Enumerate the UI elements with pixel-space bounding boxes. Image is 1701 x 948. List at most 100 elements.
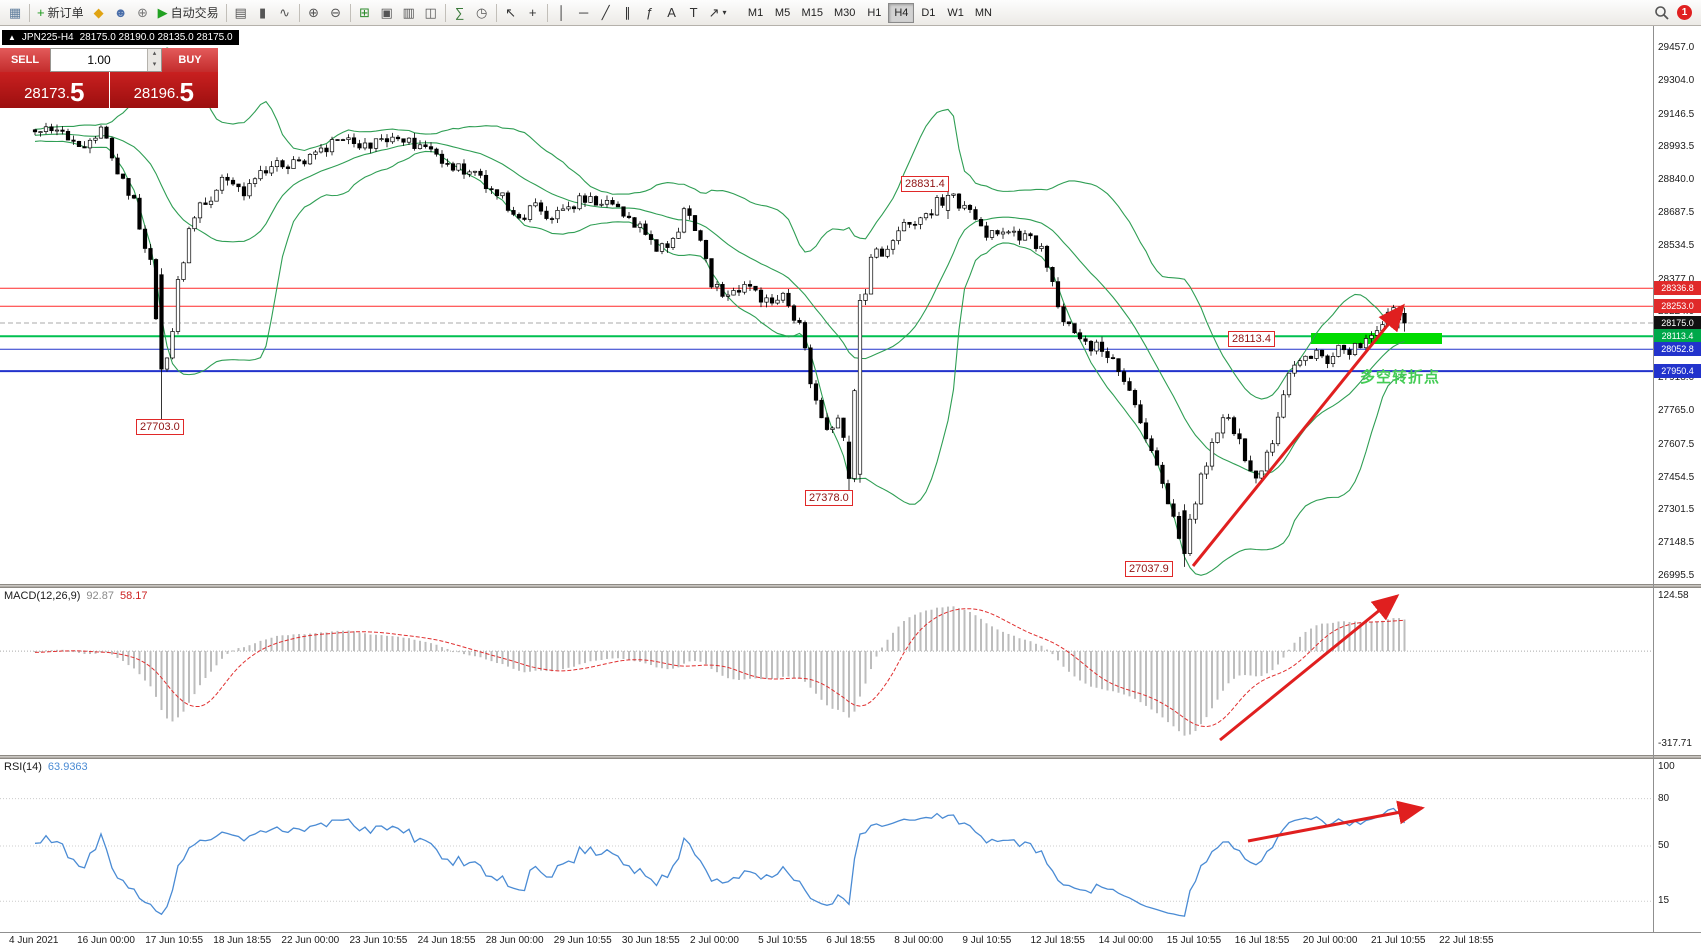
price-callout[interactable]: 27703.0 [136, 419, 184, 435]
price-callout[interactable]: 28831.4 [901, 176, 949, 192]
buy-price-button[interactable]: 28196. 5 [109, 72, 218, 108]
time-axis-label: 20 Jul 00:00 [1302, 935, 1358, 946]
chart-window-button[interactable]: ▦ [4, 2, 26, 24]
profiles-button[interactable]: ▥ [398, 2, 420, 24]
toolbar-icons: ▦ + 新订单 ◆ ☻ ⊕ ▶ 自动交易 ▤ ▮ ∿ ⊕ ⊖ ⊞ ▣ ▥ ◫ ∑ ◷ ↖ + │ ─ ╱ ∥ ƒ A T ↗ ▾ [4, 2, 731, 24]
new-chart-button[interactable]: ▣ [376, 2, 398, 24]
price-axis-label: 28377.0 [1658, 273, 1695, 285]
trade-panel-prices: 28173. 5 28196. 5 [0, 72, 218, 108]
price-callout[interactable]: 27037.9 [1125, 561, 1173, 577]
time-axis[interactable]: 4 Jun 2021 16 Jun 00:00 17 Jun 10:55 18 Jun… [0, 932, 1701, 948]
candles-series [32, 122, 1407, 567]
price-axis-label: 28534.5 [1658, 239, 1695, 251]
volume-down-button[interactable]: ▾ [147, 60, 161, 71]
search-button[interactable] [1654, 5, 1670, 21]
rsi-title-label: RSI(14) [4, 761, 42, 773]
price-callout[interactable]: 27378.0 [805, 490, 853, 506]
macd-panel-canvas[interactable] [0, 588, 1653, 755]
time-axis-label: 16 Jun 00:00 [77, 935, 135, 946]
community-button[interactable]: ⊕ [132, 2, 154, 24]
tf-m15-button[interactable]: M15 [801, 6, 823, 19]
accounts-button[interactable]: ☻ [110, 2, 132, 24]
bar-chart-button[interactable]: ▤ [230, 2, 252, 24]
horizontal-line-icon: ─ [579, 5, 589, 20]
tf-h4-button[interactable]: H4 [888, 2, 915, 23]
price-axis-tag: 28052.8 [1654, 342, 1701, 357]
zoom-out-icon: ⊖ [330, 5, 342, 20]
auto-trading-button[interactable]: ▶ 自动交易 [154, 2, 223, 24]
tf-h1-button[interactable]: H1 [867, 6, 882, 19]
buy-button[interactable]: BUY [162, 48, 218, 72]
tf-m30-button[interactable]: M30 [833, 6, 856, 19]
volume-up-button[interactable]: ▴ [147, 49, 161, 60]
sell-price-int: 28173. [24, 85, 70, 102]
vertical-line-button[interactable]: │ [551, 2, 573, 24]
collapse-triangle-icon[interactable]: ▲ [8, 33, 16, 42]
price-axis-label: 29304.0 [1658, 74, 1695, 86]
tf-d1-button[interactable]: D1 [921, 6, 936, 19]
time-axis-label: 22 Jun 00:00 [281, 935, 340, 946]
panel-separator[interactable] [0, 755, 1701, 759]
time-axis-label: 21 Jul 10:55 [1371, 935, 1426, 946]
cursor-button[interactable]: ↖ [500, 2, 522, 24]
sell-price-button[interactable]: 28173. 5 [0, 72, 109, 108]
data-window-button[interactable]: ◫ [420, 2, 442, 24]
volume-input[interactable]: 1.00 [87, 53, 111, 67]
cursor-icon: ↖ [505, 5, 517, 20]
channel-button[interactable]: ∥ [617, 2, 639, 24]
candlestick-chart-button[interactable]: ▮ [252, 2, 274, 24]
price-axis-tag: 28253.0 [1654, 299, 1701, 314]
zoom-in-icon: ⊕ [308, 5, 320, 20]
trend-arrow[interactable] [1247, 800, 1425, 843]
alerts-button[interactable]: ◆ [88, 2, 110, 24]
notification-badge[interactable]: 1 [1677, 5, 1692, 20]
text-button[interactable]: A [661, 2, 683, 24]
trend-arrow[interactable] [1191, 303, 1405, 567]
period-button[interactable]: ◷ [471, 2, 493, 24]
tf-m5-button[interactable]: M5 [774, 6, 791, 19]
time-axis-label: 14 Jul 00:00 [1098, 935, 1154, 946]
time-axis-label: 22 Jul 18:55 [1439, 935, 1494, 946]
new-order-plus-icon: + [37, 5, 45, 20]
price-axis-tag: 28175.0 [1654, 315, 1701, 330]
price-callout[interactable]: 28113.4 [1228, 331, 1275, 347]
trendline-button[interactable]: ╱ [595, 2, 617, 24]
chart-header: ▲ JPN225-H4 28175.0 28190.0 28135.0 2817… [2, 30, 239, 45]
time-axis-label: 9 Jul 10:55 [962, 935, 1012, 946]
crosshair-button[interactable]: + [522, 2, 544, 24]
shapes-button[interactable]: ↗ ▾ [705, 2, 731, 24]
search-icon [1655, 5, 1669, 20]
tf-m1-button[interactable]: M1 [747, 6, 764, 19]
tf-mn-button[interactable]: MN [974, 6, 992, 19]
bollinger-middle-band [34, 133, 1405, 475]
line-chart-button[interactable]: ∿ [274, 2, 296, 24]
new-order-button[interactable]: + 新订单 [33, 2, 88, 24]
play-icon: ▶ [157, 5, 168, 20]
bull-bear-turning-point-label[interactable]: 多空转折点 [1360, 369, 1441, 386]
sell-button[interactable]: SELL [0, 48, 50, 72]
toolbar-separator [298, 3, 300, 22]
tile-windows-button[interactable]: ⊞ [354, 2, 376, 24]
main-chart-canvas[interactable] [0, 26, 1653, 584]
price-axis-tag: 27950.4 [1654, 364, 1701, 379]
sell-price-frac: 5 [69, 77, 85, 107]
horizontal-line-button[interactable]: ─ [573, 2, 595, 24]
price-axis-label: 27765.0 [1658, 404, 1695, 416]
time-axis-label: 6 Jul 18:55 [826, 935, 876, 946]
text-label-button[interactable]: T [683, 2, 705, 24]
rsi-panel-canvas[interactable] [0, 759, 1653, 932]
indicators-button[interactable]: ∑ [449, 2, 471, 24]
zoom-in-button[interactable]: ⊕ [303, 2, 325, 24]
trend-arrow[interactable] [1219, 594, 1400, 742]
fibonacci-icon: ƒ [646, 5, 654, 20]
volume-stepper: ▴ ▾ [147, 49, 161, 71]
panel-separator[interactable] [0, 584, 1701, 588]
rsi-axis-label: 15 [1658, 895, 1670, 907]
rsi-axis-label: 50 [1658, 840, 1670, 851]
zoom-out-button[interactable]: ⊖ [325, 2, 347, 24]
volume-field: 1.00 ▴ ▾ [50, 48, 162, 72]
tf-w1-button[interactable]: W1 [947, 6, 964, 19]
toolbar-separator [225, 3, 227, 22]
fibonacci-button[interactable]: ƒ [639, 2, 661, 24]
rsi-axis-label: 100 [1658, 761, 1675, 772]
